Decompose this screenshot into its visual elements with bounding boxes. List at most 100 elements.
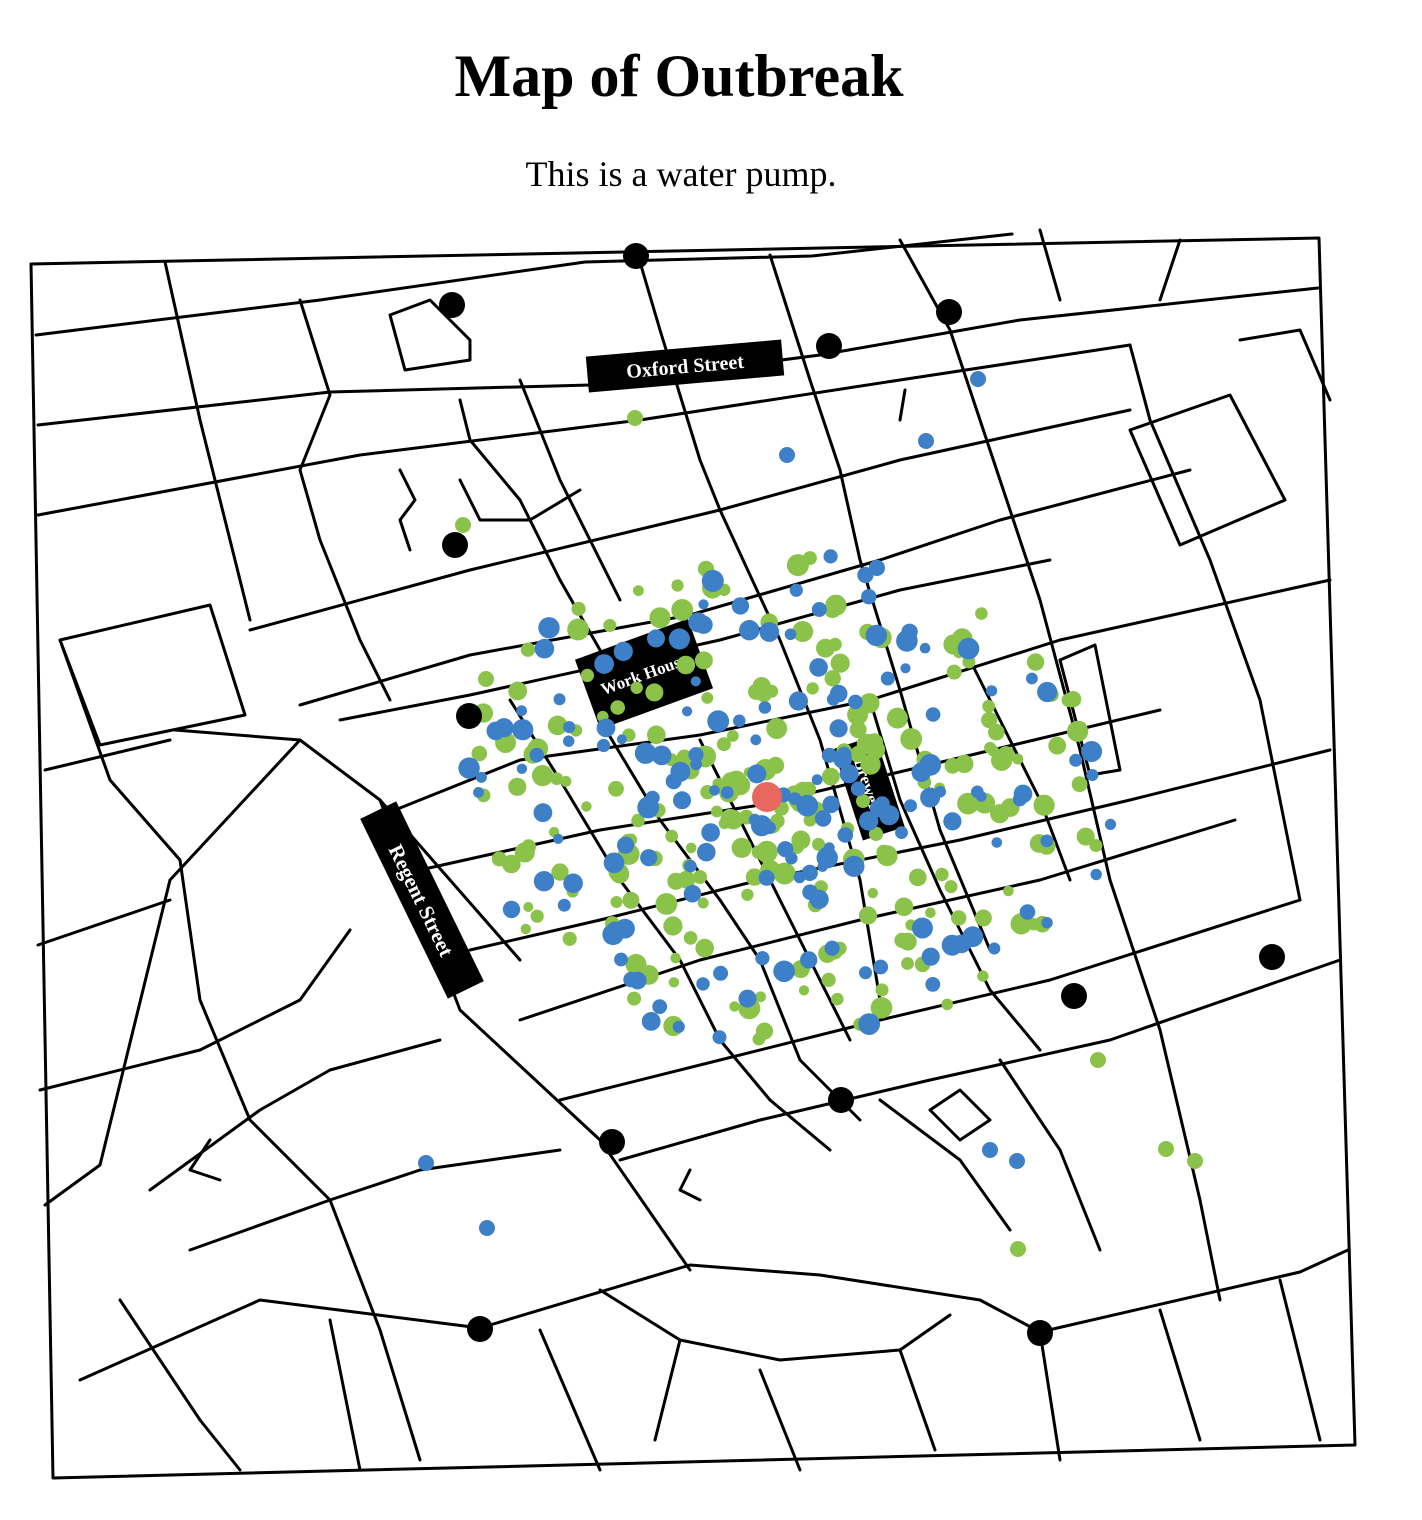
death-marker <box>821 767 840 786</box>
death-marker <box>731 597 750 615</box>
pump-icon <box>1061 983 1087 1009</box>
death-marker <box>1071 776 1088 793</box>
death-marker <box>567 618 589 641</box>
death-marker <box>1076 827 1095 846</box>
death-marker <box>870 997 893 1019</box>
pump-icon <box>816 333 842 359</box>
death-marker <box>741 888 754 901</box>
death-marker <box>494 718 514 738</box>
death-marker <box>663 916 683 936</box>
death-marker <box>847 704 869 726</box>
death-marker <box>614 952 628 967</box>
death-marker <box>1041 917 1053 929</box>
death-marker <box>725 770 747 792</box>
death-marker <box>716 737 731 752</box>
death-marker <box>859 966 872 980</box>
death-marker <box>867 887 878 899</box>
death-marker <box>843 855 865 877</box>
death-marker <box>830 653 850 673</box>
death-marker <box>1158 1141 1174 1157</box>
death-marker <box>944 757 961 774</box>
death-marker <box>690 758 702 771</box>
death-marker <box>651 745 672 766</box>
death-marker <box>707 710 730 733</box>
death-marker <box>758 701 772 714</box>
death-marker <box>874 796 890 812</box>
death-marker <box>824 670 841 687</box>
death-marker <box>814 810 832 827</box>
death-marker <box>603 619 617 632</box>
death-marker <box>991 749 1013 771</box>
death-marker <box>647 725 666 745</box>
death-marker <box>868 559 886 577</box>
death-marker <box>475 771 487 783</box>
death-marker <box>1037 681 1058 703</box>
death-marker <box>534 638 555 659</box>
death-marker <box>1026 653 1045 671</box>
pump-icon <box>1259 944 1285 970</box>
death-marker <box>723 809 743 830</box>
death-marker <box>1069 753 1083 767</box>
death-marker <box>849 721 867 739</box>
death-marker <box>682 706 693 717</box>
death-marker <box>531 765 554 787</box>
death-marker <box>631 813 645 828</box>
death-marker <box>899 932 917 951</box>
workhouse-label: Work House <box>574 618 714 730</box>
death-marker <box>633 585 644 597</box>
death-marker <box>508 681 528 701</box>
death-marker <box>875 983 889 997</box>
death-marker <box>491 851 507 867</box>
death-marker <box>563 735 575 747</box>
page-title: Map of Outbreak <box>454 43 904 109</box>
death-marker <box>784 628 797 641</box>
death-marker <box>802 884 818 900</box>
death-marker <box>697 897 709 909</box>
death-markers-series-a <box>418 371 1117 1236</box>
death-marker <box>684 859 697 873</box>
death-marker <box>894 897 914 917</box>
death-marker <box>988 723 1005 741</box>
oxford-street-label: Oxford Street <box>585 339 785 393</box>
death-marker <box>1010 1241 1026 1257</box>
death-marker <box>821 747 838 763</box>
death-marker <box>900 663 911 674</box>
pump-icon <box>828 1087 854 1113</box>
death-marker <box>602 923 624 946</box>
death-marker <box>562 931 577 946</box>
death-marker <box>1019 904 1036 920</box>
death-marker <box>523 902 534 912</box>
death-marker <box>676 749 692 765</box>
death-marker <box>683 931 698 945</box>
death-marker <box>984 741 997 754</box>
death-marker <box>876 845 898 867</box>
death-marker <box>747 764 767 784</box>
death-marker <box>745 868 764 886</box>
death-marker <box>861 589 877 605</box>
death-marker <box>974 909 992 927</box>
death-marker <box>822 795 840 814</box>
death-marker <box>710 805 723 818</box>
death-marker <box>530 909 544 923</box>
death-marker <box>935 867 949 882</box>
death-marker <box>789 583 803 597</box>
death-marker <box>880 671 895 686</box>
death-marker <box>858 1013 880 1035</box>
death-marker <box>970 371 986 387</box>
death-marker <box>957 792 979 815</box>
death-marker <box>801 781 817 797</box>
death-marker <box>895 826 908 839</box>
death-marker <box>563 873 583 894</box>
map-border <box>29 236 1357 1480</box>
death-marker <box>962 926 984 948</box>
death-marker <box>690 676 701 687</box>
death-marker <box>713 965 729 981</box>
death-marker <box>755 991 766 1003</box>
death-marker <box>988 942 1001 955</box>
death-marker <box>1040 834 1054 848</box>
death-marker <box>977 970 989 982</box>
death-marker <box>911 917 933 939</box>
death-marker <box>758 869 775 886</box>
death-marker <box>502 900 521 919</box>
death-marker <box>698 599 709 610</box>
